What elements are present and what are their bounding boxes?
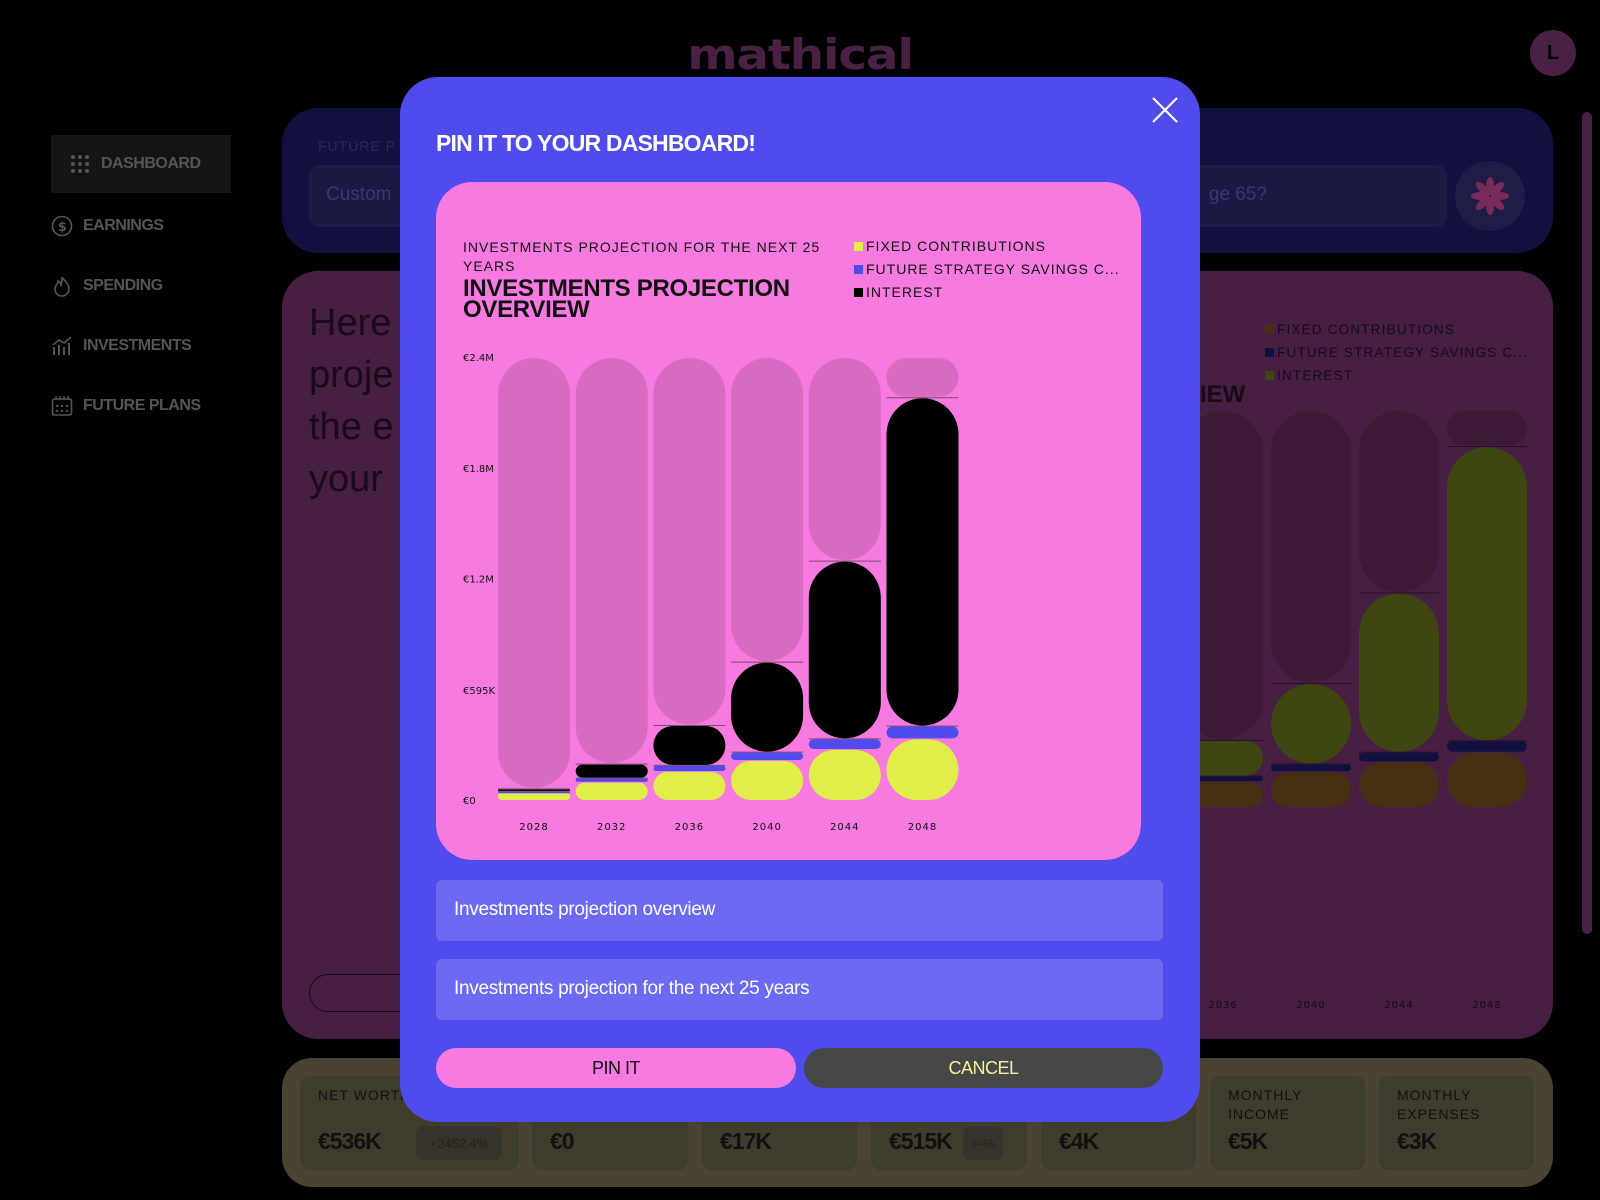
stat-value: €515K xyxy=(889,1128,953,1154)
legend-swatch xyxy=(854,287,863,297)
bar-track xyxy=(1359,411,1439,592)
legend-label: FUTURE STRATEGY SAVINGS C... xyxy=(1277,345,1529,360)
bar-track xyxy=(1183,411,1263,740)
app-logo: mathical xyxy=(687,30,914,79)
bar-segment-future-strategy-savings-c--2048[interactable] xyxy=(1447,741,1527,752)
sidebar-item-label: EARNINGS xyxy=(83,217,164,234)
flame-icon xyxy=(54,276,70,297)
stat-value: €17K xyxy=(720,1128,772,1154)
hero-line: the e xyxy=(309,406,394,448)
sidebar-item-spending[interactable]: SPENDING xyxy=(51,257,231,315)
legend-swatch xyxy=(854,241,863,251)
pin-to-dashboard-modal: PIN IT TO YOUR DASHBOARD! INVESTMENTS PR… xyxy=(400,77,1200,1122)
chart-subtitle: INVESTMENTS PROJECTION FOR THE NEXT 25 Y… xyxy=(463,239,821,274)
chart-title: INVESTMENTS PROJECTION OVERVIEW xyxy=(463,275,790,323)
sidebar-item-future-plans[interactable]: FUTURE PLANS xyxy=(51,377,231,435)
stat-tile[interactable]: MONTHLY EXPENSES €3K xyxy=(1379,1076,1534,1170)
stat-label: MONTHLY EXPENSES xyxy=(1397,1087,1481,1122)
legend-swatch xyxy=(1265,325,1274,334)
bar-segment-fixed-contributions-2040[interactable] xyxy=(1271,772,1351,807)
grid-icon xyxy=(71,155,89,173)
query-text-end: ge 65? xyxy=(1208,184,1267,205)
card-label: FUTURE P xyxy=(318,138,396,154)
bar-segment-fixed-contributions-2044[interactable] xyxy=(1359,762,1439,807)
bar-segment-interest-2044[interactable] xyxy=(1359,593,1439,752)
svg-text:$: $ xyxy=(58,220,67,235)
stat-value: €3K xyxy=(1397,1128,1437,1154)
stat-value: €0 xyxy=(550,1128,575,1154)
stat-change-badge: +2452.4% xyxy=(416,1126,502,1160)
sidebar-item-investments[interactable]: INVESTMENTS xyxy=(51,317,231,375)
sidebar-item-dashboard[interactable]: DASHBOARD xyxy=(51,135,231,193)
legend-swatch xyxy=(854,264,863,274)
query-text-start: Custom xyxy=(326,184,392,205)
sidebar-item-label: SPENDING xyxy=(83,277,163,294)
bg-legend-fixed: FIXED CONTRIBUTIONS xyxy=(1265,322,1455,337)
stat-change-badge: +-% xyxy=(963,1126,1003,1160)
legend-swatch xyxy=(1265,371,1274,380)
calendar-icon xyxy=(51,396,73,416)
sidebar-item-label: INVESTMENTS xyxy=(83,337,192,354)
bar-segment-future-strategy-savings-c--2044[interactable] xyxy=(1359,752,1439,762)
legend-item-fixed: FIXED CONTRIBUTIONS xyxy=(854,238,1046,254)
stat-label: NET WORTH xyxy=(318,1087,412,1103)
scrollbar[interactable] xyxy=(1582,112,1592,934)
bar-segment-interest-2048[interactable] xyxy=(1447,447,1527,741)
x-tick-label: 2036 xyxy=(1208,1000,1237,1011)
cancel-button[interactable]: CANCEL xyxy=(804,1048,1163,1088)
x-tick-label: 2044 xyxy=(1384,1000,1413,1011)
avatar[interactable]: L xyxy=(1530,30,1576,76)
bar-segment-future-strategy-savings-c--2036[interactable] xyxy=(1183,776,1263,782)
sidebar-item-label: FUTURE PLANS xyxy=(83,397,201,414)
stat-tile[interactable]: MONTHLY INCOME €5K xyxy=(1210,1076,1365,1170)
hero-line: your xyxy=(309,458,383,500)
x-tick-label: 2040 xyxy=(1296,1000,1325,1011)
legend-item-savings: FUTURE STRATEGY SAVINGS C... xyxy=(854,261,1120,277)
close-icon[interactable] xyxy=(1150,95,1180,125)
legend-label: FIXED CONTRIBUTIONS xyxy=(1277,322,1456,337)
legend-label: FIXED CONTRIBUTIONS xyxy=(866,238,1047,254)
stat-label: MONTHLY INCOME xyxy=(1228,1087,1303,1122)
bar-segment-interest-2040[interactable] xyxy=(1271,683,1351,764)
sidebar-item-label: DASHBOARD xyxy=(101,155,201,172)
hero-line: proje xyxy=(309,354,394,396)
chart-preview-card: INVESTMENTS PROJECTION FOR THE NEXT 25 Y… xyxy=(436,182,1141,860)
bg-legend-interest: INTEREST xyxy=(1265,368,1353,383)
stat-value: €536K xyxy=(318,1128,382,1154)
pinwheel-icon xyxy=(1471,177,1509,215)
bar-segment-future-strategy-savings-c--2040[interactable] xyxy=(1271,764,1351,772)
bar-segment-interest-2036[interactable] xyxy=(1183,740,1263,776)
legend-label: FUTURE STRATEGY SAVINGS C... xyxy=(866,261,1120,277)
bg-legend-savings: FUTURE STRATEGY SAVINGS C... xyxy=(1265,345,1528,360)
hero-line: Here xyxy=(309,302,392,344)
legend-item-interest: INTEREST xyxy=(854,284,943,300)
chart-title-input[interactable]: Investments projection overview xyxy=(436,880,1163,941)
modal-title: PIN IT TO YOUR DASHBOARD! xyxy=(436,130,756,156)
stat-value: €5K xyxy=(1228,1128,1268,1154)
pin-it-button[interactable]: PIN IT xyxy=(436,1048,796,1088)
stat-value: €4K xyxy=(1059,1128,1099,1154)
sidebar-item-earnings[interactable]: $ EARNINGS xyxy=(51,197,231,255)
chart-subtitle-input[interactable]: Investments projection for the next 25 y… xyxy=(436,959,1163,1020)
hero-text: Here proje the e your xyxy=(309,297,394,505)
legend-label: INTEREST xyxy=(1277,368,1354,383)
bar-track xyxy=(1447,411,1527,446)
bg-chart-title: IEW xyxy=(1200,381,1246,408)
legend-swatch xyxy=(1265,348,1274,357)
bar-segment-fixed-contributions-2048[interactable] xyxy=(1447,752,1527,807)
x-tick-label: 2048 xyxy=(1472,1000,1501,1011)
chart-icon xyxy=(52,336,72,355)
bar-segment-fixed-contributions-2036[interactable] xyxy=(1183,782,1263,807)
submit-query-button[interactable] xyxy=(1455,161,1525,231)
dollar-icon: $ xyxy=(51,215,73,237)
legend-label: INTEREST xyxy=(866,284,944,300)
bar-track xyxy=(1271,411,1351,683)
